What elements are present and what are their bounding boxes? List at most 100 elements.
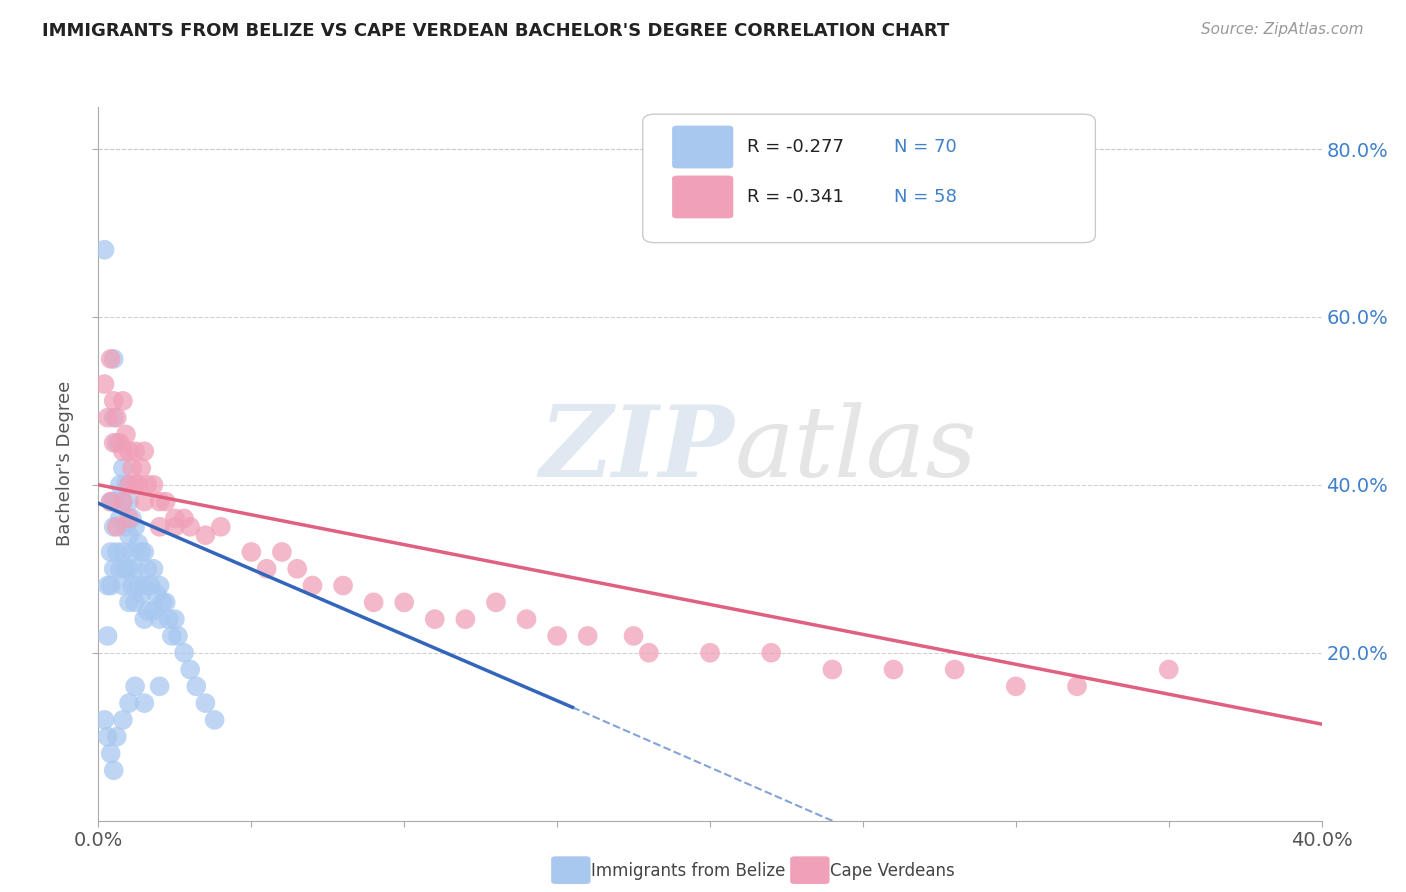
Point: [883, 663, 905, 677]
Point: [139, 578, 162, 592]
Point: [129, 461, 152, 475]
Point: [121, 461, 143, 475]
Point: [759, 646, 782, 660]
Point: [124, 520, 146, 534]
Point: [129, 587, 152, 601]
Point: [118, 494, 141, 508]
Point: [454, 612, 477, 626]
Point: [392, 595, 416, 609]
Point: [118, 444, 141, 458]
Point: [516, 612, 538, 626]
Point: [108, 435, 131, 450]
Point: [1157, 663, 1180, 677]
Point: [105, 494, 128, 508]
Point: [115, 478, 138, 492]
Point: [160, 629, 183, 643]
FancyBboxPatch shape: [672, 126, 734, 169]
Point: [108, 511, 131, 525]
Text: IMMIGRANTS FROM BELIZE VS CAPE VERDEAN BACHELOR'S DEGREE CORRELATION CHART: IMMIGRANTS FROM BELIZE VS CAPE VERDEAN B…: [42, 22, 949, 40]
Point: [136, 478, 159, 492]
Point: [134, 545, 156, 559]
Point: [270, 545, 292, 559]
Point: [699, 646, 721, 660]
Point: [194, 696, 217, 710]
Point: [943, 663, 966, 677]
Point: [149, 679, 172, 693]
Point: [103, 393, 125, 408]
Point: [301, 578, 323, 592]
Point: [103, 494, 125, 508]
Point: [149, 520, 172, 534]
Point: [363, 595, 385, 609]
Point: [149, 494, 172, 508]
Point: [118, 511, 141, 525]
Text: N = 58: N = 58: [894, 188, 956, 206]
Point: [142, 562, 165, 576]
Point: [163, 520, 186, 534]
Point: [118, 696, 141, 710]
Point: [240, 545, 263, 559]
Point: [173, 646, 195, 660]
Point: [118, 478, 141, 492]
Point: [111, 578, 134, 592]
Point: [152, 595, 174, 609]
Point: [100, 494, 122, 508]
Point: [105, 545, 128, 559]
Point: [124, 478, 146, 492]
Point: [124, 562, 146, 576]
Point: [111, 494, 134, 508]
Point: [485, 595, 508, 609]
Point: [103, 351, 125, 366]
Point: [118, 595, 141, 609]
Point: [173, 511, 195, 525]
Point: [108, 478, 131, 492]
FancyBboxPatch shape: [643, 114, 1095, 243]
Text: R = -0.341: R = -0.341: [747, 188, 844, 206]
Point: [93, 377, 115, 392]
Point: [546, 629, 568, 643]
Point: [204, 713, 226, 727]
Point: [129, 545, 152, 559]
Point: [111, 393, 134, 408]
FancyBboxPatch shape: [672, 176, 734, 219]
Point: [93, 713, 115, 727]
Point: [285, 562, 308, 576]
Point: [118, 528, 141, 542]
Point: [121, 545, 143, 559]
Point: [108, 562, 131, 576]
Text: Source: ZipAtlas.com: Source: ZipAtlas.com: [1201, 22, 1364, 37]
Point: [100, 747, 122, 761]
Y-axis label: Bachelor's Degree: Bachelor's Degree: [56, 381, 75, 547]
Point: [145, 587, 167, 601]
Point: [157, 612, 180, 626]
Point: [155, 595, 177, 609]
Point: [179, 663, 201, 677]
Point: [134, 612, 156, 626]
Point: [179, 520, 201, 534]
Point: [118, 562, 141, 576]
Point: [115, 520, 138, 534]
Point: [111, 713, 134, 727]
Point: [136, 562, 159, 576]
Text: Cape Verdeans: Cape Verdeans: [830, 862, 955, 880]
Point: [623, 629, 645, 643]
Point: [111, 545, 134, 559]
Point: [97, 730, 120, 744]
Point: [149, 578, 172, 592]
Point: [332, 578, 354, 592]
Point: [256, 562, 278, 576]
Point: [194, 528, 217, 542]
Point: [97, 578, 120, 592]
Point: [111, 461, 134, 475]
Point: [100, 578, 122, 592]
Point: [100, 545, 122, 559]
Point: [637, 646, 661, 660]
Point: [142, 604, 165, 618]
Point: [97, 410, 120, 425]
Point: [127, 536, 149, 550]
Point: [103, 562, 125, 576]
Point: [127, 578, 149, 592]
Point: [103, 520, 125, 534]
Text: ZIP: ZIP: [540, 401, 734, 498]
Point: [134, 578, 156, 592]
